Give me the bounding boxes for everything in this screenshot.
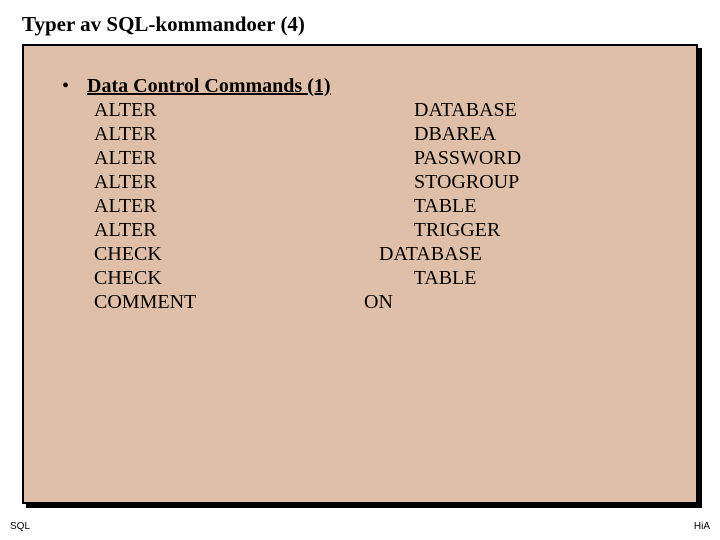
command-left: ALTER [94, 122, 364, 146]
bullet-row: • Data Control Commands (1) [62, 74, 676, 98]
command-row: ALTER TABLE [94, 194, 676, 218]
command-right: DATABASE [364, 242, 482, 266]
command-row: CHECK DATABASE [94, 242, 676, 266]
footer-right: HiA [694, 521, 710, 532]
command-row: ALTER DATABASE [94, 98, 676, 122]
command-left: CHECK [94, 266, 364, 290]
command-row: COMMENT ON [94, 290, 676, 314]
command-left: ALTER [94, 194, 364, 218]
command-left: ALTER [94, 98, 364, 122]
command-right: TRIGGER [364, 218, 500, 242]
command-right: ON [364, 290, 393, 314]
command-left: ALTER [94, 146, 364, 170]
command-row: ALTER DBAREA [94, 122, 676, 146]
command-row: ALTER PASSWORD [94, 146, 676, 170]
command-left: ALTER [94, 170, 364, 194]
command-list: ALTER DATABASE ALTER DBAREA ALTER PASSWO… [94, 98, 676, 314]
command-right: DATABASE [364, 98, 517, 122]
slide-title: Typer av SQL-kommandoer (4) [22, 12, 305, 37]
content-box: • Data Control Commands (1) ALTER DATABA… [22, 44, 698, 504]
command-right: TABLE [364, 194, 476, 218]
command-left: CHECK [94, 242, 364, 266]
command-row: ALTER TRIGGER [94, 218, 676, 242]
footer-left: SQL [10, 521, 30, 532]
command-row: ALTER STOGROUP [94, 170, 676, 194]
command-right: PASSWORD [364, 146, 521, 170]
section-heading: Data Control Commands (1) [87, 74, 331, 98]
command-left: ALTER [94, 218, 364, 242]
slide-container: Typer av SQL-kommandoer (4) • Data Contr… [0, 0, 720, 540]
command-right: STOGROUP [364, 170, 519, 194]
command-left: COMMENT [94, 290, 364, 314]
content-inner: • Data Control Commands (1) ALTER DATABA… [24, 46, 696, 334]
command-right: DBAREA [364, 122, 496, 146]
command-right: TABLE [364, 266, 476, 290]
bullet-icon: • [62, 74, 69, 98]
command-row: CHECK TABLE [94, 266, 676, 290]
